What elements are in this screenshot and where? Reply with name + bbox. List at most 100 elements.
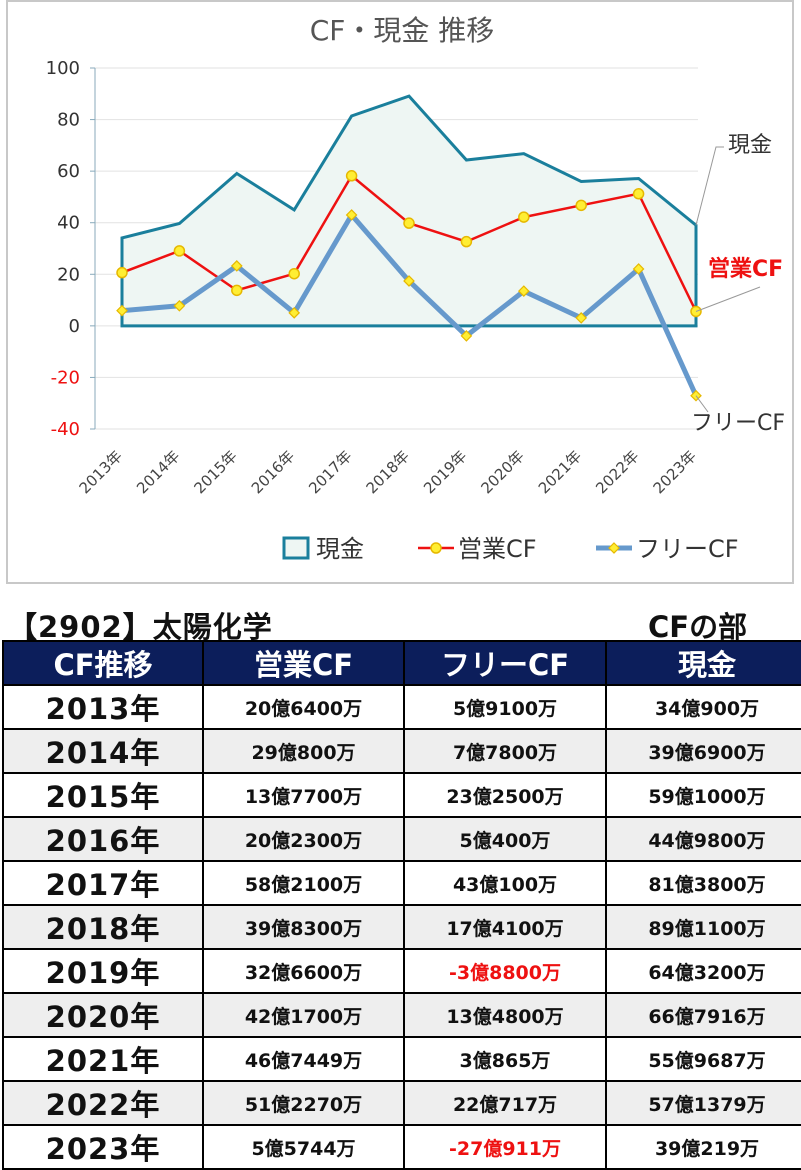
operating-cf-cell: 32億6600万: [202, 948, 405, 994]
table-row: 2019年 32億6600万 -3億8800万 64億3200万: [2, 948, 801, 994]
x-tick-label: 2020年: [477, 447, 527, 497]
table-row: 2016年 20億2300万 5億400万 44億9800万: [2, 816, 801, 862]
free-cf-cell: 5億9100万: [403, 684, 607, 730]
col-header-cash: 現金: [605, 640, 801, 686]
year-cell: 2013年: [2, 684, 204, 730]
year-cell: 2020年: [2, 992, 204, 1038]
free-cf-cell: 3億865万: [403, 1036, 607, 1082]
legend-marker-free-cf: [608, 542, 620, 554]
operating-cf-point: [345, 170, 358, 182]
free-cf-point: [575, 312, 588, 324]
x-tick-label: 2013年: [76, 447, 126, 497]
end-label-leader: [695, 286, 761, 312]
section-title: CFの部: [648, 610, 748, 644]
free-cf-point: [116, 304, 128, 317]
cash-cell: 34億900万: [605, 684, 801, 730]
free-cf-cell: -3億8800万: [403, 948, 607, 994]
chart-title: CF・現金 推移: [310, 14, 495, 47]
cash-cell: 55億9687万: [605, 1036, 801, 1082]
operating-cf-point: [116, 266, 128, 279]
x-tick-label: 2016年: [248, 447, 298, 497]
free-cf-point: [345, 209, 358, 221]
company-title: 【2902】太陽化学: [8, 610, 273, 644]
table-row: 2018年 39億8300万 17億4100万 89億1100万: [2, 904, 801, 950]
operating-cf-point: [632, 188, 645, 200]
x-tick-label: 2019年: [420, 447, 470, 497]
free-cf-point: [460, 330, 473, 342]
cash-cell: 44億9800万: [605, 816, 801, 862]
cash-cell: 64億3200万: [605, 948, 801, 994]
year-cell: 2016年: [2, 816, 204, 862]
cash-cell: 89億1100万: [605, 904, 801, 950]
free-cf-point: [632, 263, 645, 275]
cf-table: CF推移 営業CF フリーCF 現金 2013年 20億6400万 5億9100万 3…: [2, 640, 801, 1170]
x-tick-label: 2015年: [190, 447, 240, 497]
x-tick-label: 2023年: [650, 447, 700, 497]
free-cf-cell: 7億7800万: [403, 728, 607, 774]
end-label: フリーCF: [691, 411, 785, 436]
year-cell: 2023年: [2, 1124, 204, 1170]
cash-cell: 39億6900万: [605, 728, 801, 774]
operating-cf-point: [460, 235, 473, 248]
end-label: 営業CF: [708, 256, 783, 282]
year-cell: 2022年: [2, 1080, 204, 1126]
year-cell: 2014年: [2, 728, 204, 774]
legend-label-operating-cf: 営業CF: [458, 535, 537, 563]
end-label-leader: [695, 146, 724, 226]
y-tick-label: 0: [69, 316, 80, 337]
table-row: 2023年 5億5744万 -27億911万 39億219万: [2, 1124, 801, 1170]
year-cell: 2018年: [2, 904, 204, 950]
legend-marker-operating-cf: [430, 542, 442, 554]
x-tick-label: 2021年: [535, 447, 585, 497]
legend-label-free-cf: フリーCF: [636, 535, 739, 563]
y-tick-label: 40: [57, 213, 80, 234]
operating-cf-point: [288, 267, 300, 280]
legend-label-cash: 現金: [316, 535, 364, 563]
table-row: 2014年 29億800万 7億7800万 39億6900万: [2, 728, 801, 774]
end-label: 現金: [728, 133, 772, 158]
free-cf-point: [288, 307, 301, 319]
operating-cf-cell: 58億2100万: [202, 860, 405, 906]
free-cf-point: [403, 275, 415, 287]
free-cf-cell: 5億400万: [403, 816, 607, 862]
free-cf-point: [517, 285, 530, 297]
free-cf-cell: -27億911万: [403, 1124, 607, 1170]
cash-cell: 66億7916万: [605, 992, 801, 1038]
table-row: 2015年 13億7700万 23億2500万 59億1000万: [2, 772, 801, 818]
operating-cf-cell: 51億2270万: [202, 1080, 405, 1126]
year-cell: 2017年: [2, 860, 204, 906]
operating-cf-point: [575, 199, 587, 212]
x-tick-label: 2022年: [592, 447, 642, 497]
operating-cf-cell: 5億5744万: [202, 1124, 405, 1170]
y-tick-label: -20: [51, 367, 80, 388]
legend-swatch-cash: [282, 536, 310, 560]
col-header-free-cf: フリーCF: [403, 640, 607, 686]
free-cf-cell: 23億2500万: [403, 772, 607, 818]
table-row: 2022年 51億2270万 22億717万 57億1379万: [2, 1080, 801, 1126]
cash-cell: 39億219万: [605, 1124, 801, 1170]
table-body: 2013年 20億6400万 5億9100万 34億900万 2014年 29億800万 7…: [2, 684, 801, 1170]
end-label-leader: [695, 395, 709, 413]
operating-cf-point: [403, 217, 415, 229]
free-cf-cell: 43億100万: [403, 860, 607, 906]
operating-cf-point: [173, 245, 186, 257]
table-row: 2013年 20億6400万 5億9100万 34億900万: [2, 684, 801, 730]
operating-cf-cell: 42億1700万: [202, 992, 405, 1038]
operating-cf-cell: 13億7700万: [202, 772, 405, 818]
table-row: 2017年 58億2100万 43億100万 81億3800万: [2, 860, 801, 906]
free-cf-point: [173, 299, 186, 312]
operating-cf-cell: 20億2300万: [202, 816, 405, 862]
y-tick-label: 20: [57, 264, 80, 285]
year-cell: 2015年: [2, 772, 204, 818]
y-tick-label: 100: [46, 58, 80, 79]
cash-cell: 59億1000万: [605, 772, 801, 818]
year-cell: 2019年: [2, 948, 204, 994]
table-row: 2020年 42億1700万 13億4800万 66億7916万: [2, 992, 801, 1038]
y-tick-label: 80: [57, 110, 80, 131]
table-row: 2021年 46億7449万 3億865万 55億9687万: [2, 1036, 801, 1082]
x-tick-label: 2018年: [363, 447, 413, 497]
cash-cell: 57億1379万: [605, 1080, 801, 1126]
chart-panel: CF・現金 推移 100 80 60 40 20 0 -20 -40 2013年 2014年 2015…: [6, 0, 794, 584]
y-tick-label: -40: [51, 419, 80, 440]
free-cf-cell: 17億4100万: [403, 904, 607, 950]
